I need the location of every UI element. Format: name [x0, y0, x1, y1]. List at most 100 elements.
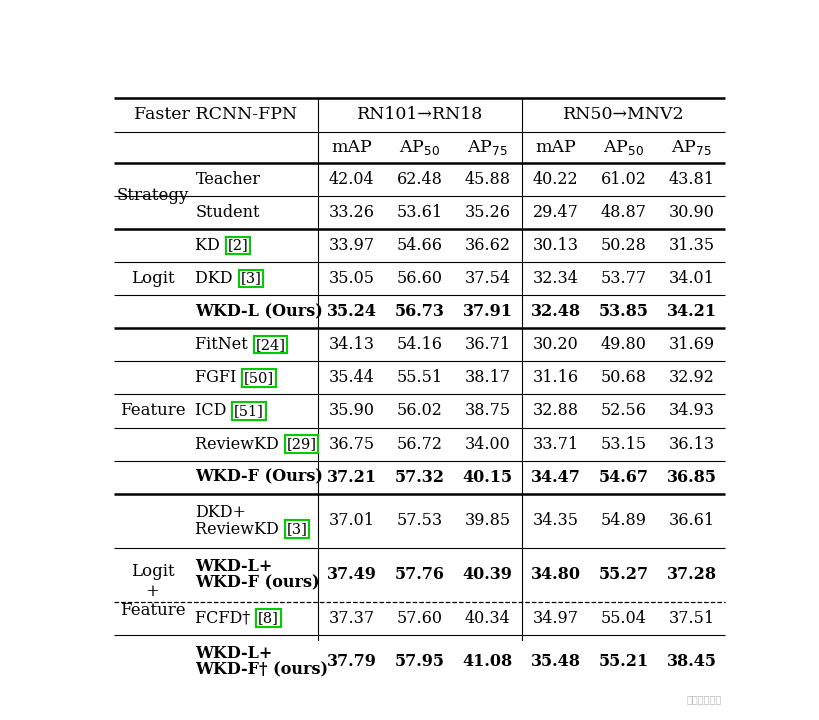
Text: 37.21: 37.21: [327, 469, 377, 486]
Text: 31.69: 31.69: [668, 336, 714, 354]
Text: [24]: [24]: [256, 338, 286, 352]
Text: 37.79: 37.79: [327, 653, 377, 670]
Text: 32.88: 32.88: [532, 402, 578, 420]
Text: 56.02: 56.02: [396, 402, 443, 420]
Text: 37.37: 37.37: [328, 610, 375, 626]
Text: mAP: mAP: [536, 139, 576, 156]
Text: 35.05: 35.05: [328, 270, 375, 287]
Text: [3]: [3]: [287, 522, 307, 536]
Text: Logit: Logit: [130, 270, 174, 287]
Text: 57.60: 57.60: [396, 610, 443, 626]
Text: 31.35: 31.35: [668, 237, 714, 254]
Text: 40.34: 40.34: [465, 610, 510, 626]
Text: 54.89: 54.89: [600, 512, 646, 529]
Text: 62.48: 62.48: [396, 171, 443, 188]
Text: 55.04: 55.04: [600, 610, 646, 626]
Text: 30.90: 30.90: [668, 204, 714, 221]
Text: 36.71: 36.71: [464, 336, 511, 354]
Text: Teacher: Teacher: [196, 171, 260, 188]
Text: 56.72: 56.72: [396, 436, 443, 453]
Text: 48.87: 48.87: [600, 204, 646, 221]
Text: ReviewKD: ReviewKD: [196, 521, 284, 538]
Text: 34.21: 34.21: [667, 303, 717, 320]
Text: 35.44: 35.44: [329, 369, 375, 387]
Text: 34.80: 34.80: [531, 566, 581, 583]
Text: WKD-F† (ours): WKD-F† (ours): [196, 662, 328, 678]
Text: RN50→MNV2: RN50→MNV2: [563, 107, 685, 123]
Text: 41.08: 41.08: [463, 653, 513, 670]
Text: 56.73: 56.73: [395, 303, 445, 320]
Text: 33.26: 33.26: [328, 204, 375, 221]
Text: 35.48: 35.48: [531, 653, 581, 670]
Text: 54.67: 54.67: [599, 469, 649, 486]
Text: RN101→RN18: RN101→RN18: [356, 107, 483, 123]
Text: AP$_{50}$: AP$_{50}$: [603, 138, 644, 157]
Text: 45.88: 45.88: [464, 171, 511, 188]
Text: 39.85: 39.85: [464, 512, 511, 529]
Text: 52.56: 52.56: [600, 402, 646, 420]
Text: [51]: [51]: [234, 404, 264, 418]
Text: DKD: DKD: [196, 270, 238, 287]
Text: ICD: ICD: [196, 402, 232, 420]
Text: 57.32: 57.32: [395, 469, 445, 486]
Text: 36.85: 36.85: [667, 469, 717, 486]
Text: 35.24: 35.24: [327, 303, 377, 320]
Text: 34.47: 34.47: [531, 469, 581, 486]
Text: WKD-L+: WKD-L+: [196, 644, 273, 662]
Text: 54.16: 54.16: [396, 336, 443, 354]
Text: 57.53: 57.53: [396, 512, 443, 529]
Text: 38.75: 38.75: [464, 402, 511, 420]
Text: 40.39: 40.39: [463, 566, 513, 583]
Text: 34.01: 34.01: [668, 270, 714, 287]
Text: WKD-L (Ours): WKD-L (Ours): [196, 303, 324, 320]
Text: 57.95: 57.95: [395, 653, 445, 670]
Text: 42.04: 42.04: [329, 171, 374, 188]
Text: mAP: mAP: [332, 139, 372, 156]
Text: 30.20: 30.20: [532, 336, 578, 354]
Text: 37.28: 37.28: [667, 566, 717, 583]
Text: 36.75: 36.75: [328, 436, 375, 453]
Text: 55.21: 55.21: [599, 653, 649, 670]
Text: 32.34: 32.34: [532, 270, 578, 287]
Text: 40.15: 40.15: [463, 469, 513, 486]
Text: 55.51: 55.51: [396, 369, 443, 387]
Text: 37.49: 37.49: [327, 566, 377, 583]
Text: KD: KD: [196, 237, 225, 254]
Text: 53.15: 53.15: [600, 436, 647, 453]
Text: 38.45: 38.45: [667, 653, 717, 670]
Text: Faster RCNN-FPN: Faster RCNN-FPN: [134, 107, 297, 123]
Text: 36.61: 36.61: [668, 512, 714, 529]
Text: Feature: Feature: [120, 402, 185, 420]
Text: 55.27: 55.27: [599, 566, 649, 583]
Text: 34.00: 34.00: [465, 436, 510, 453]
Text: Logit
+
Feature: Logit + Feature: [120, 563, 185, 619]
Text: 31.16: 31.16: [532, 369, 579, 387]
Text: 36.13: 36.13: [668, 436, 714, 453]
Text: 56.60: 56.60: [396, 270, 443, 287]
Text: ReviewKD: ReviewKD: [196, 436, 284, 453]
Text: [50]: [50]: [244, 371, 274, 385]
Text: FitNet: FitNet: [196, 336, 253, 354]
Text: WKD-F (Ours): WKD-F (Ours): [196, 469, 324, 486]
Text: 37.54: 37.54: [464, 270, 511, 287]
Text: 32.48: 32.48: [531, 303, 581, 320]
Text: 53.77: 53.77: [600, 270, 647, 287]
Text: 34.13: 34.13: [328, 336, 375, 354]
Text: Strategy: Strategy: [116, 187, 188, 204]
Text: 37.91: 37.91: [463, 303, 513, 320]
Text: [3]: [3]: [240, 271, 261, 286]
Text: 35.90: 35.90: [328, 402, 375, 420]
Text: 34.97: 34.97: [532, 610, 578, 626]
Text: WKD-L+: WKD-L+: [196, 557, 273, 575]
Text: [29]: [29]: [287, 437, 317, 451]
Text: FCFD†: FCFD†: [196, 610, 256, 626]
Text: FGFI: FGFI: [196, 369, 242, 387]
Text: 36.62: 36.62: [464, 237, 511, 254]
Text: 33.71: 33.71: [532, 436, 579, 453]
Text: DKD+: DKD+: [196, 504, 247, 521]
Text: WKD-F (ours): WKD-F (ours): [196, 575, 320, 592]
Text: AP$_{75}$: AP$_{75}$: [671, 138, 712, 157]
Text: 29.47: 29.47: [532, 204, 578, 221]
Text: 30.13: 30.13: [532, 237, 578, 254]
Text: 57.76: 57.76: [395, 566, 445, 583]
